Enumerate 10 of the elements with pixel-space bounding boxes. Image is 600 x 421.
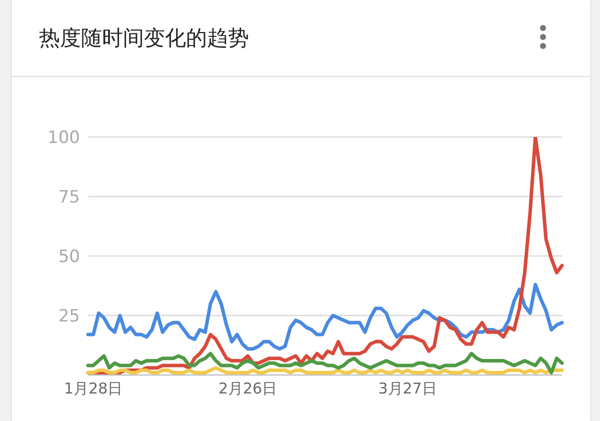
x-tick-label: 1月28日 — [64, 380, 123, 398]
y-tick-label: 50 — [58, 247, 80, 268]
y-tick-label: 25 — [58, 306, 80, 327]
x-tick-label: 3月27日 — [378, 380, 437, 398]
x-tick-label: 2月26日 — [218, 380, 278, 398]
y-tick-label: 100 — [48, 128, 80, 148]
chart-title: 热度随时间变化的趋势 — [39, 25, 249, 52]
y-tick-label: 75 — [58, 188, 80, 208]
line-series — [86, 352, 564, 374]
line-series — [86, 282, 564, 351]
